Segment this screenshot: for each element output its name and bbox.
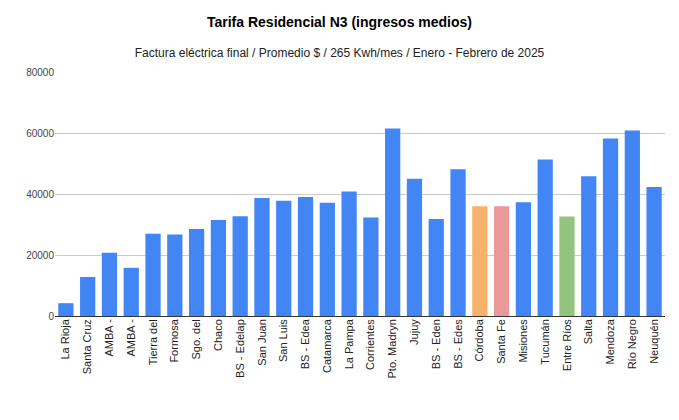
svg-text:La Rioja: La Rioja (59, 318, 71, 359)
svg-text:40000: 40000 (26, 189, 54, 200)
svg-text:Santa Cruz: Santa Cruz (81, 319, 93, 374)
svg-text:Corrientes: Corrientes (364, 319, 376, 370)
svg-text:BS - Edes: BS - Edes (452, 319, 464, 369)
svg-text:Río Negro: Río Negro (626, 319, 638, 369)
svg-text:80000: 80000 (26, 67, 54, 78)
svg-text:San Luis: San Luis (277, 319, 289, 362)
svg-text:San Juan: San Juan (256, 319, 268, 365)
svg-text:Neuquén: Neuquén (648, 319, 660, 364)
svg-text:AMBA -: AMBA - (103, 319, 115, 357)
svg-text:Factura eléctrica final / Prom: Factura eléctrica final / Promedio $ / 2… (135, 46, 545, 60)
svg-text:Formosa: Formosa (168, 318, 180, 362)
svg-text:Jujuy: Jujuy (408, 319, 420, 345)
svg-text:BS - Edelap: BS - Edelap (234, 319, 246, 378)
svg-text:BS - Edea: BS - Edea (299, 318, 311, 369)
svg-text:Catamarca: Catamarca (321, 318, 333, 373)
svg-text:Misiones: Misiones (517, 319, 529, 363)
svg-text:La Pampa: La Pampa (343, 318, 355, 369)
svg-text:Tarifa Residencial N3 (ingreso: Tarifa Residencial N3 (ingresos medios) (207, 14, 472, 30)
svg-text:Salta: Salta (582, 318, 594, 344)
svg-text:Pto. Madryn: Pto. Madryn (386, 319, 398, 378)
svg-text:AMBA -: AMBA - (125, 319, 137, 357)
svg-text:Mendoza: Mendoza (604, 318, 616, 364)
svg-text:BS - Eden: BS - Eden (430, 319, 442, 369)
svg-text:Tierra del: Tierra del (147, 319, 159, 365)
svg-text:Santa Fe: Santa Fe (495, 319, 507, 364)
svg-text:Chaco: Chaco (212, 319, 224, 351)
svg-text:0: 0 (48, 311, 54, 322)
svg-text:Tucumán: Tucumán (539, 319, 551, 364)
svg-text:20000: 20000 (26, 250, 54, 261)
svg-text:Córdoba: Córdoba (473, 318, 485, 361)
svg-text:60000: 60000 (26, 128, 54, 139)
svg-text:Entre Ríos: Entre Ríos (561, 319, 573, 371)
svg-text:Sgo. del: Sgo. del (190, 319, 202, 359)
